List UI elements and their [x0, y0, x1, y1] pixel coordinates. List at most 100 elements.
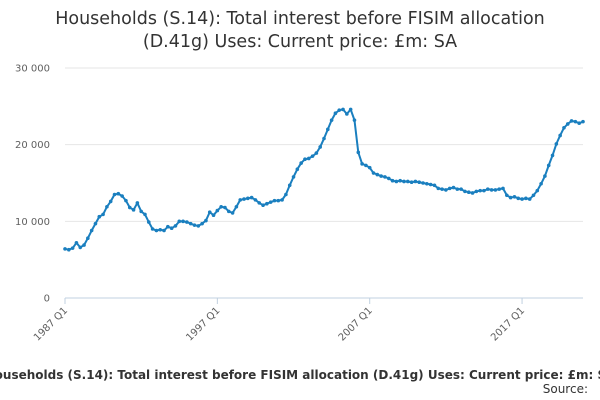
- data-point: [303, 157, 307, 162]
- data-point: [78, 245, 83, 250]
- data-point: [562, 126, 566, 130]
- data-point: [295, 167, 300, 171]
- data-point: [501, 186, 505, 191]
- data-point: [516, 196, 521, 201]
- data-point: [82, 243, 86, 247]
- data-point: [436, 186, 441, 191]
- data-point: [219, 204, 223, 209]
- data-point: [150, 227, 155, 231]
- data-point: [318, 145, 322, 149]
- data-point: [398, 178, 402, 183]
- data-point: [432, 183, 437, 188]
- data-point: [394, 179, 399, 184]
- data-point: [524, 196, 528, 201]
- x-tick-label: 2017 Q1: [489, 305, 527, 343]
- data-point: [67, 247, 71, 252]
- data-point: [550, 153, 555, 158]
- data-point: [310, 154, 315, 158]
- data-point: [546, 163, 551, 168]
- series-layer: [63, 107, 585, 252]
- y-tick-label: 20 000: [15, 140, 50, 151]
- data-point: [375, 172, 380, 177]
- legend-label[interactable]: Households (S.14): Total interest before…: [0, 368, 600, 382]
- data-point: [284, 192, 288, 197]
- data-point: [108, 199, 113, 204]
- data-point: [463, 189, 467, 194]
- data-point: [253, 198, 258, 202]
- data-point: [497, 187, 502, 191]
- data-point: [211, 213, 216, 217]
- data-point: [520, 197, 524, 201]
- data-point: [425, 181, 429, 186]
- data-point: [143, 212, 147, 217]
- data-point: [379, 174, 383, 178]
- data-point: [326, 127, 330, 132]
- data-point: [105, 204, 109, 209]
- grid-lines: [65, 67, 583, 222]
- data-point: [215, 208, 220, 213]
- data-point: [508, 195, 513, 200]
- data-point: [539, 181, 543, 186]
- data-point: [337, 108, 342, 112]
- data-point: [287, 183, 292, 188]
- data-point: [569, 119, 574, 123]
- data-point: [402, 179, 406, 184]
- data-point: [166, 224, 170, 229]
- data-point: [413, 179, 418, 184]
- data-point: [333, 111, 338, 116]
- data-point: [573, 119, 578, 124]
- data-point: [93, 221, 98, 226]
- data-point: [493, 188, 498, 192]
- data-point: [558, 133, 562, 138]
- data-point: [196, 224, 201, 228]
- data-point: [261, 203, 265, 208]
- data-point: [63, 247, 67, 251]
- data-point: [535, 188, 540, 193]
- data-point: [280, 198, 284, 202]
- data-point: [265, 201, 269, 206]
- data-point: [543, 174, 547, 178]
- data-point: [554, 142, 559, 146]
- data-point: [367, 165, 372, 170]
- data-point: [169, 226, 174, 231]
- data-point: [527, 197, 532, 201]
- data-point: [299, 161, 303, 165]
- data-point: [482, 188, 486, 193]
- data-point: [459, 187, 463, 191]
- data-point: [421, 181, 425, 185]
- data-point: [466, 190, 471, 194]
- data-point: [512, 195, 517, 199]
- x-tick-label: 2007 Q1: [337, 305, 375, 343]
- data-point: [348, 107, 353, 112]
- data-point: [390, 178, 395, 183]
- data-point: [455, 187, 460, 191]
- data-point: [474, 189, 479, 194]
- data-point: [386, 176, 391, 181]
- data-point: [185, 220, 189, 224]
- x-tick-label: 1997 Q1: [184, 305, 222, 343]
- data-point: [131, 208, 136, 212]
- data-point: [234, 204, 239, 209]
- data-point: [101, 212, 105, 217]
- data-point: [173, 224, 178, 228]
- data-point: [116, 191, 121, 196]
- data-point: [162, 228, 166, 233]
- source-label: Source:: [543, 382, 588, 396]
- data-point: [139, 209, 143, 214]
- data-point: [127, 205, 132, 210]
- data-point: [249, 195, 254, 200]
- data-point: [383, 175, 387, 179]
- data-point: [223, 205, 227, 210]
- y-tick-label: 0: [44, 294, 50, 305]
- y-tick-label: 30 000: [15, 64, 50, 75]
- data-point: [485, 187, 490, 191]
- data-point: [364, 163, 368, 168]
- data-point: [112, 192, 117, 197]
- data-point: [124, 198, 128, 203]
- data-point: [238, 198, 243, 202]
- data-point: [291, 175, 296, 179]
- data-point: [440, 187, 444, 191]
- chart-title-line-1: Households (S.14): Total interest before…: [55, 9, 545, 29]
- data-point: [428, 182, 433, 187]
